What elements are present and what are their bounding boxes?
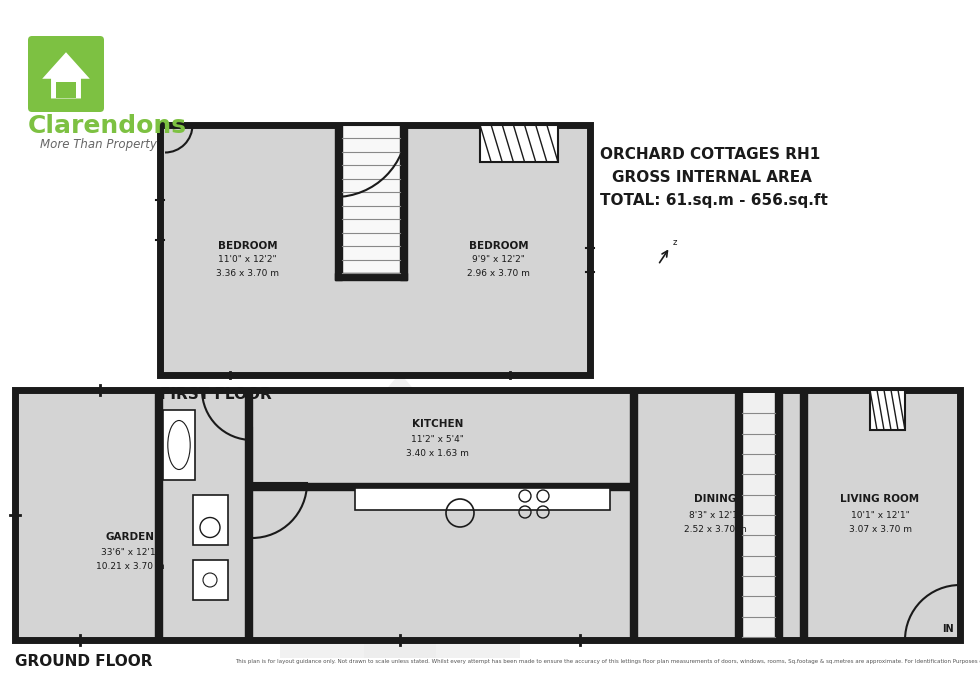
Bar <box>335 273 407 280</box>
Text: GROUND FLOOR: GROUND FLOOR <box>15 654 153 669</box>
FancyBboxPatch shape <box>28 36 104 112</box>
Text: More Than Property: More Than Property <box>40 138 157 151</box>
Text: GARDEN: GARDEN <box>106 532 155 541</box>
Bar <box>400 125 407 280</box>
Polygon shape <box>57 82 75 98</box>
Bar <box>342 125 400 273</box>
Text: TOTAL: 61.sq.m - 656.sq.ft: TOTAL: 61.sq.m - 656.sq.ft <box>600 193 828 208</box>
Text: 3.07 x 3.70 m: 3.07 x 3.70 m <box>849 525 911 534</box>
Text: GROSS INTERNAL AREA: GROSS INTERNAL AREA <box>612 170 811 185</box>
Polygon shape <box>364 553 436 658</box>
Bar <box>193 560 228 600</box>
Text: 9'9" x 12'2": 9'9" x 12'2" <box>472 256 525 265</box>
Text: 11'0" x 12'2": 11'0" x 12'2" <box>219 256 276 265</box>
Bar <box>160 125 590 375</box>
Bar <box>193 495 228 545</box>
Text: 3.36 x 3.70 m: 3.36 x 3.70 m <box>216 268 279 277</box>
Bar <box>742 393 775 637</box>
Text: Clarendons: Clarendons <box>28 114 187 138</box>
Text: IN: IN <box>942 624 954 634</box>
Text: 10.21 x 3.70 m: 10.21 x 3.70 m <box>96 562 165 571</box>
Bar <box>252 483 630 490</box>
Text: 8'3" x 12'1": 8'3" x 12'1" <box>689 511 742 520</box>
Text: ORCHARD COTTAGES RH1: ORCHARD COTTAGES RH1 <box>600 147 820 162</box>
Text: LIVING ROOM: LIVING ROOM <box>841 494 919 504</box>
Bar <box>245 390 252 640</box>
Text: BEDROOM: BEDROOM <box>218 241 277 251</box>
Bar <box>735 390 742 640</box>
Text: 11'2" x 5'4": 11'2" x 5'4" <box>411 435 464 444</box>
Bar <box>160 125 590 375</box>
Text: 3.40 x 1.63 m: 3.40 x 1.63 m <box>406 450 469 459</box>
Text: KITCHEN: KITCHEN <box>412 419 464 429</box>
Bar <box>800 390 807 640</box>
Polygon shape <box>42 52 90 98</box>
Text: z: z <box>673 238 677 247</box>
Text: BEDROOM: BEDROOM <box>468 241 528 251</box>
Text: 2.52 x 3.70 m: 2.52 x 3.70 m <box>684 525 747 534</box>
Bar <box>15 390 960 640</box>
Bar <box>355 488 610 510</box>
Bar <box>775 390 782 640</box>
Text: DINING: DINING <box>694 494 736 504</box>
Bar <box>480 125 558 162</box>
Text: FIRST FLOOR: FIRST FLOOR <box>160 387 271 402</box>
Bar <box>335 125 342 280</box>
Bar <box>630 390 637 640</box>
Text: 10'1" x 12'1": 10'1" x 12'1" <box>851 511 909 520</box>
Bar <box>155 390 162 640</box>
Bar <box>15 390 960 640</box>
Text: 2.96 x 3.70 m: 2.96 x 3.70 m <box>467 268 530 277</box>
Text: 33'6" x 12'1": 33'6" x 12'1" <box>101 548 160 557</box>
Polygon shape <box>235 373 565 658</box>
Bar <box>163 410 195 480</box>
Bar <box>870 390 905 430</box>
Text: This plan is for layout guidance only. Not drawn to scale unless stated. Whilst : This plan is for layout guidance only. N… <box>235 658 980 664</box>
